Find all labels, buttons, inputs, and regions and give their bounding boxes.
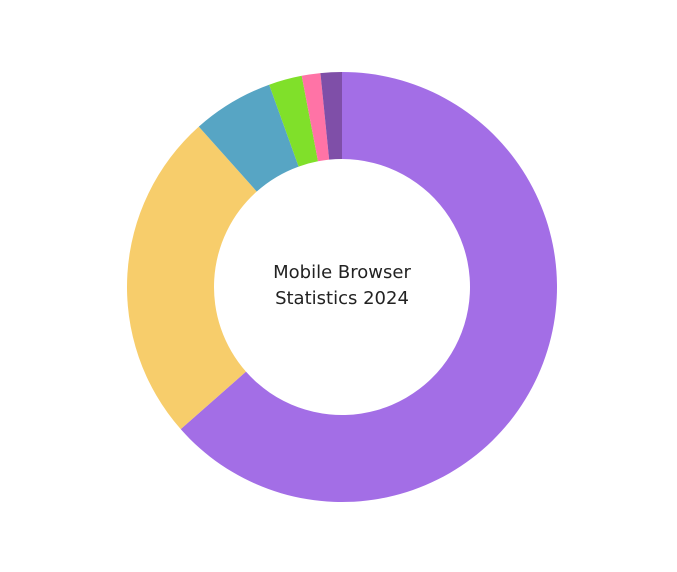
slice [301,73,330,162]
slice [269,75,319,167]
slice [198,84,299,192]
slice [180,72,557,502]
slice [126,126,257,430]
slice [320,72,342,160]
chart-title: Mobile Browser Statistics 2024 [273,262,411,309]
